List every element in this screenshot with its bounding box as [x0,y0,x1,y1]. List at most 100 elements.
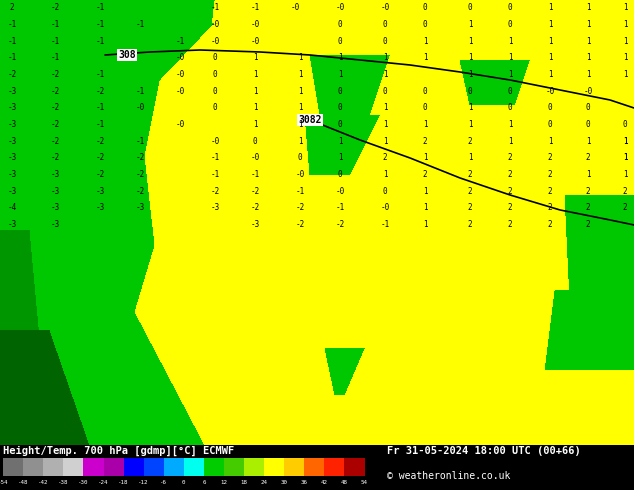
Text: -42: -42 [38,480,49,485]
Text: 12: 12 [221,480,228,485]
Text: 2: 2 [508,171,512,179]
Text: 2: 2 [423,171,427,179]
Text: -1: -1 [95,71,105,79]
Text: 2: 2 [586,153,590,163]
Bar [103,458,124,476]
Text: -2: -2 [136,188,145,196]
Text: -0: -0 [210,38,219,47]
Text: 1: 1 [508,138,512,147]
Text: -38: -38 [58,480,68,485]
Text: 0: 0 [253,138,257,147]
Text: 0: 0 [586,103,590,113]
Text: -54: -54 [0,480,8,485]
Text: -0: -0 [380,3,390,13]
Text: 1: 1 [253,71,257,79]
Text: -3: -3 [50,188,60,196]
Text: -2: -2 [50,3,60,13]
Text: -0: -0 [335,188,345,196]
Text: -12: -12 [138,480,149,485]
Text: -1: -1 [95,21,105,29]
Text: -1: -1 [8,53,16,63]
Text: 0: 0 [212,71,217,79]
Text: 54: 54 [361,480,368,485]
Text: -3: -3 [250,220,260,229]
Bar [23,458,43,476]
Text: 1: 1 [338,71,342,79]
Text: 2: 2 [548,188,552,196]
Text: 0: 0 [423,103,427,113]
Text: 2: 2 [508,188,512,196]
Bar [304,458,325,476]
Text: 2: 2 [468,188,472,196]
Bar [344,458,365,476]
Text: 0: 0 [338,38,342,47]
Text: © weatheronline.co.uk: © weatheronline.co.uk [387,471,510,481]
Text: 1: 1 [383,53,387,63]
Text: -1: -1 [380,220,390,229]
Text: -24: -24 [98,480,109,485]
Text: -1: -1 [295,188,304,196]
Text: 1: 1 [468,53,472,63]
Text: -0: -0 [176,53,184,63]
Text: -3: -3 [136,203,145,213]
Text: -1: -1 [8,38,16,47]
Text: -2: -2 [95,138,105,147]
Text: -0: -0 [210,138,219,147]
Text: 1: 1 [623,138,627,147]
Text: -0: -0 [176,121,184,129]
Text: 1: 1 [548,53,552,63]
Text: -1: -1 [136,138,145,147]
Text: -0: -0 [335,3,345,13]
Text: 2: 2 [586,203,590,213]
Text: -3: -3 [95,203,105,213]
Text: -3: -3 [8,153,16,163]
Text: 0: 0 [383,21,387,29]
Text: 2: 2 [508,203,512,213]
Text: 1: 1 [623,171,627,179]
Bar [184,458,204,476]
Text: 1: 1 [468,71,472,79]
Text: 2: 2 [423,138,427,147]
Text: 0: 0 [338,21,342,29]
Text: -0: -0 [176,88,184,97]
Text: -0: -0 [136,103,145,113]
Text: -2: -2 [50,88,60,97]
Text: 2: 2 [623,203,627,213]
Text: 0: 0 [508,88,512,97]
Text: 6: 6 [202,480,205,485]
Text: -1: -1 [95,121,105,129]
Text: 0: 0 [548,103,552,113]
Text: -2: -2 [250,203,260,213]
Text: 1: 1 [548,38,552,47]
Text: 42: 42 [321,480,328,485]
Text: 1: 1 [423,220,427,229]
Text: -3: -3 [8,220,16,229]
Text: -30: -30 [78,480,89,485]
Text: 1: 1 [586,38,590,47]
Text: 1: 1 [423,203,427,213]
Text: 1: 1 [586,3,590,13]
Text: -0: -0 [250,38,260,47]
Text: 0: 0 [182,480,186,485]
Text: -2: -2 [50,138,60,147]
Text: -3: -3 [95,188,105,196]
Text: -0: -0 [295,171,304,179]
Text: 1: 1 [623,3,627,13]
Text: -3: -3 [8,188,16,196]
Text: -2: -2 [136,153,145,163]
Text: 0: 0 [338,103,342,113]
Text: 0: 0 [468,88,472,97]
Text: -1: -1 [136,21,145,29]
Bar [164,458,184,476]
Text: 24: 24 [261,480,268,485]
Text: 30: 30 [281,480,288,485]
Text: 1: 1 [338,53,342,63]
Text: -0: -0 [176,71,184,79]
Text: 2: 2 [586,220,590,229]
Text: 1: 1 [508,53,512,63]
Text: 1: 1 [383,103,387,113]
Text: -3: -3 [210,203,219,213]
Text: 1: 1 [383,138,387,147]
Text: 1: 1 [586,71,590,79]
Text: -48: -48 [18,480,29,485]
